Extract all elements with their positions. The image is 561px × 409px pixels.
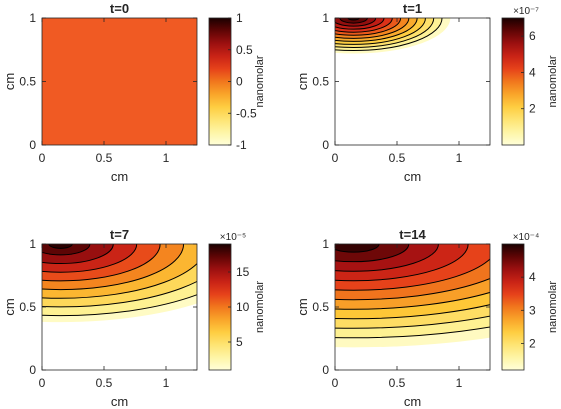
y-tick-label: 0.5 (19, 75, 36, 89)
plot-area (335, 18, 451, 54)
x-tick-label: 0.5 (389, 151, 406, 165)
y-tick-label: 1 (322, 11, 329, 25)
colorbar-tick-label: 6 (529, 29, 536, 43)
colorbar (501, 17, 525, 146)
subplot-title: t=0 (110, 1, 129, 16)
contour-line (335, 18, 426, 45)
colorbar-tick-label: 5 (236, 335, 243, 349)
contour-line (42, 294, 197, 317)
plot-area (42, 18, 197, 145)
contour-line (335, 18, 393, 33)
y-tick-label: 0.5 (19, 300, 36, 314)
x-tick-label: 1 (456, 376, 463, 390)
plot-area (42, 244, 197, 323)
colorbar-tick-label: -1 (236, 138, 247, 152)
contour-line (42, 244, 161, 282)
contour-line (335, 18, 418, 42)
colorbar-exponent: ×10⁻⁷ (513, 6, 539, 17)
contour-line (42, 244, 91, 256)
y-tick-label: 1 (29, 11, 36, 25)
colorbar-tick-label: 4 (529, 270, 536, 284)
x-tick-label: 0 (39, 376, 46, 390)
contour-line (335, 18, 410, 39)
y-tick-label: 0 (322, 138, 329, 152)
colorbar-exponent: ×10⁻⁵ (220, 232, 246, 243)
colorbar-exponent: ×10⁻⁴ (513, 232, 540, 243)
contour-line (335, 18, 385, 30)
x-tick-label: 1 (163, 376, 170, 390)
contour-line (42, 262, 197, 299)
colorbar-tick-label: 0.5 (236, 43, 253, 57)
colorbar-label: nanomolar (254, 55, 266, 107)
y-tick-label: 0 (29, 363, 36, 377)
contour-line (335, 326, 490, 339)
subplot-1: 0 0.5 1 0 0.5 1 t=0 cm cm 1 0.5 0 -0.5 -1 nanomolar (2, 1, 266, 184)
y-axis-label: cm (2, 298, 17, 315)
colorbar (208, 243, 232, 371)
subplot-title: t=7 (110, 227, 129, 242)
x-tick-label: 0.5 (96, 376, 113, 390)
colorbar (501, 243, 525, 371)
colorbar-label: nanomolar (547, 55, 559, 107)
y-axis-label: cm (295, 73, 310, 90)
y-tick-label: 0 (322, 363, 329, 377)
y-tick-label: 0.5 (312, 300, 329, 314)
x-tick-label: 0 (39, 151, 46, 165)
x-axis-label: cm (404, 169, 421, 184)
y-tick-label: 1 (322, 237, 329, 251)
subplot-2: 0 0.5 1 0 0.5 1 t=1 cm cm 6 4 2 ×10⁻⁷ nanomolar (295, 1, 559, 184)
colorbar-tick-label: -0.5 (236, 106, 257, 120)
contour-band (335, 244, 380, 253)
contour-line (335, 18, 377, 27)
plot-area (335, 244, 490, 348)
colorbar-tick-label: 4 (529, 65, 536, 79)
contour-line (335, 18, 435, 48)
x-tick-label: 0.5 (96, 151, 113, 165)
contour-line (42, 244, 185, 291)
uniform-field (42, 18, 197, 145)
y-tick-label: 1 (29, 237, 36, 251)
x-axis-label: cm (111, 394, 128, 409)
contour-band (339, 18, 368, 24)
contour-band (48, 244, 73, 249)
colorbar-tick-label: 10 (236, 300, 250, 314)
contour-line (335, 278, 490, 301)
contour-line (339, 18, 368, 24)
subplot-title: t=1 (403, 1, 422, 16)
contour-line (335, 18, 402, 36)
subplot-4: 0 0.5 1 0 0.5 1 t=14 cm cm 4 3 2 ×10⁻⁴ nanomolar (295, 227, 559, 409)
y-tick-label: 0 (29, 138, 36, 152)
colorbar-tick-label: 2 (529, 102, 536, 116)
x-tick-label: 0 (332, 376, 339, 390)
colorbar-tick-label: 0 (236, 75, 243, 89)
contour-line (335, 291, 490, 310)
contour-line (335, 315, 490, 329)
x-axis-label: cm (111, 169, 128, 184)
colorbar (208, 17, 232, 146)
colorbar-tick-label: 2 (529, 336, 536, 350)
contour-line (42, 280, 197, 308)
contour-line (335, 244, 380, 253)
colorbar-tick-label: 15 (236, 265, 250, 279)
x-axis-label: cm (404, 394, 421, 409)
colorbar-tick-label: 3 (529, 303, 536, 317)
contour-line (335, 18, 443, 52)
x-tick-label: 0.5 (389, 376, 406, 390)
colorbar-tick-label: 1 (236, 11, 243, 25)
x-tick-label: 0 (332, 151, 339, 165)
contour-line (335, 258, 490, 291)
contour-line (335, 304, 490, 320)
colorbar-label: nanomolar (254, 281, 266, 333)
y-axis-label: cm (2, 73, 17, 90)
y-axis-label: cm (295, 298, 310, 315)
y-tick-label: 0.5 (312, 75, 329, 89)
x-tick-label: 1 (163, 151, 170, 165)
x-tick-label: 1 (456, 151, 463, 165)
subplot-title: t=14 (399, 227, 426, 242)
colorbar-label: nanomolar (547, 281, 559, 333)
